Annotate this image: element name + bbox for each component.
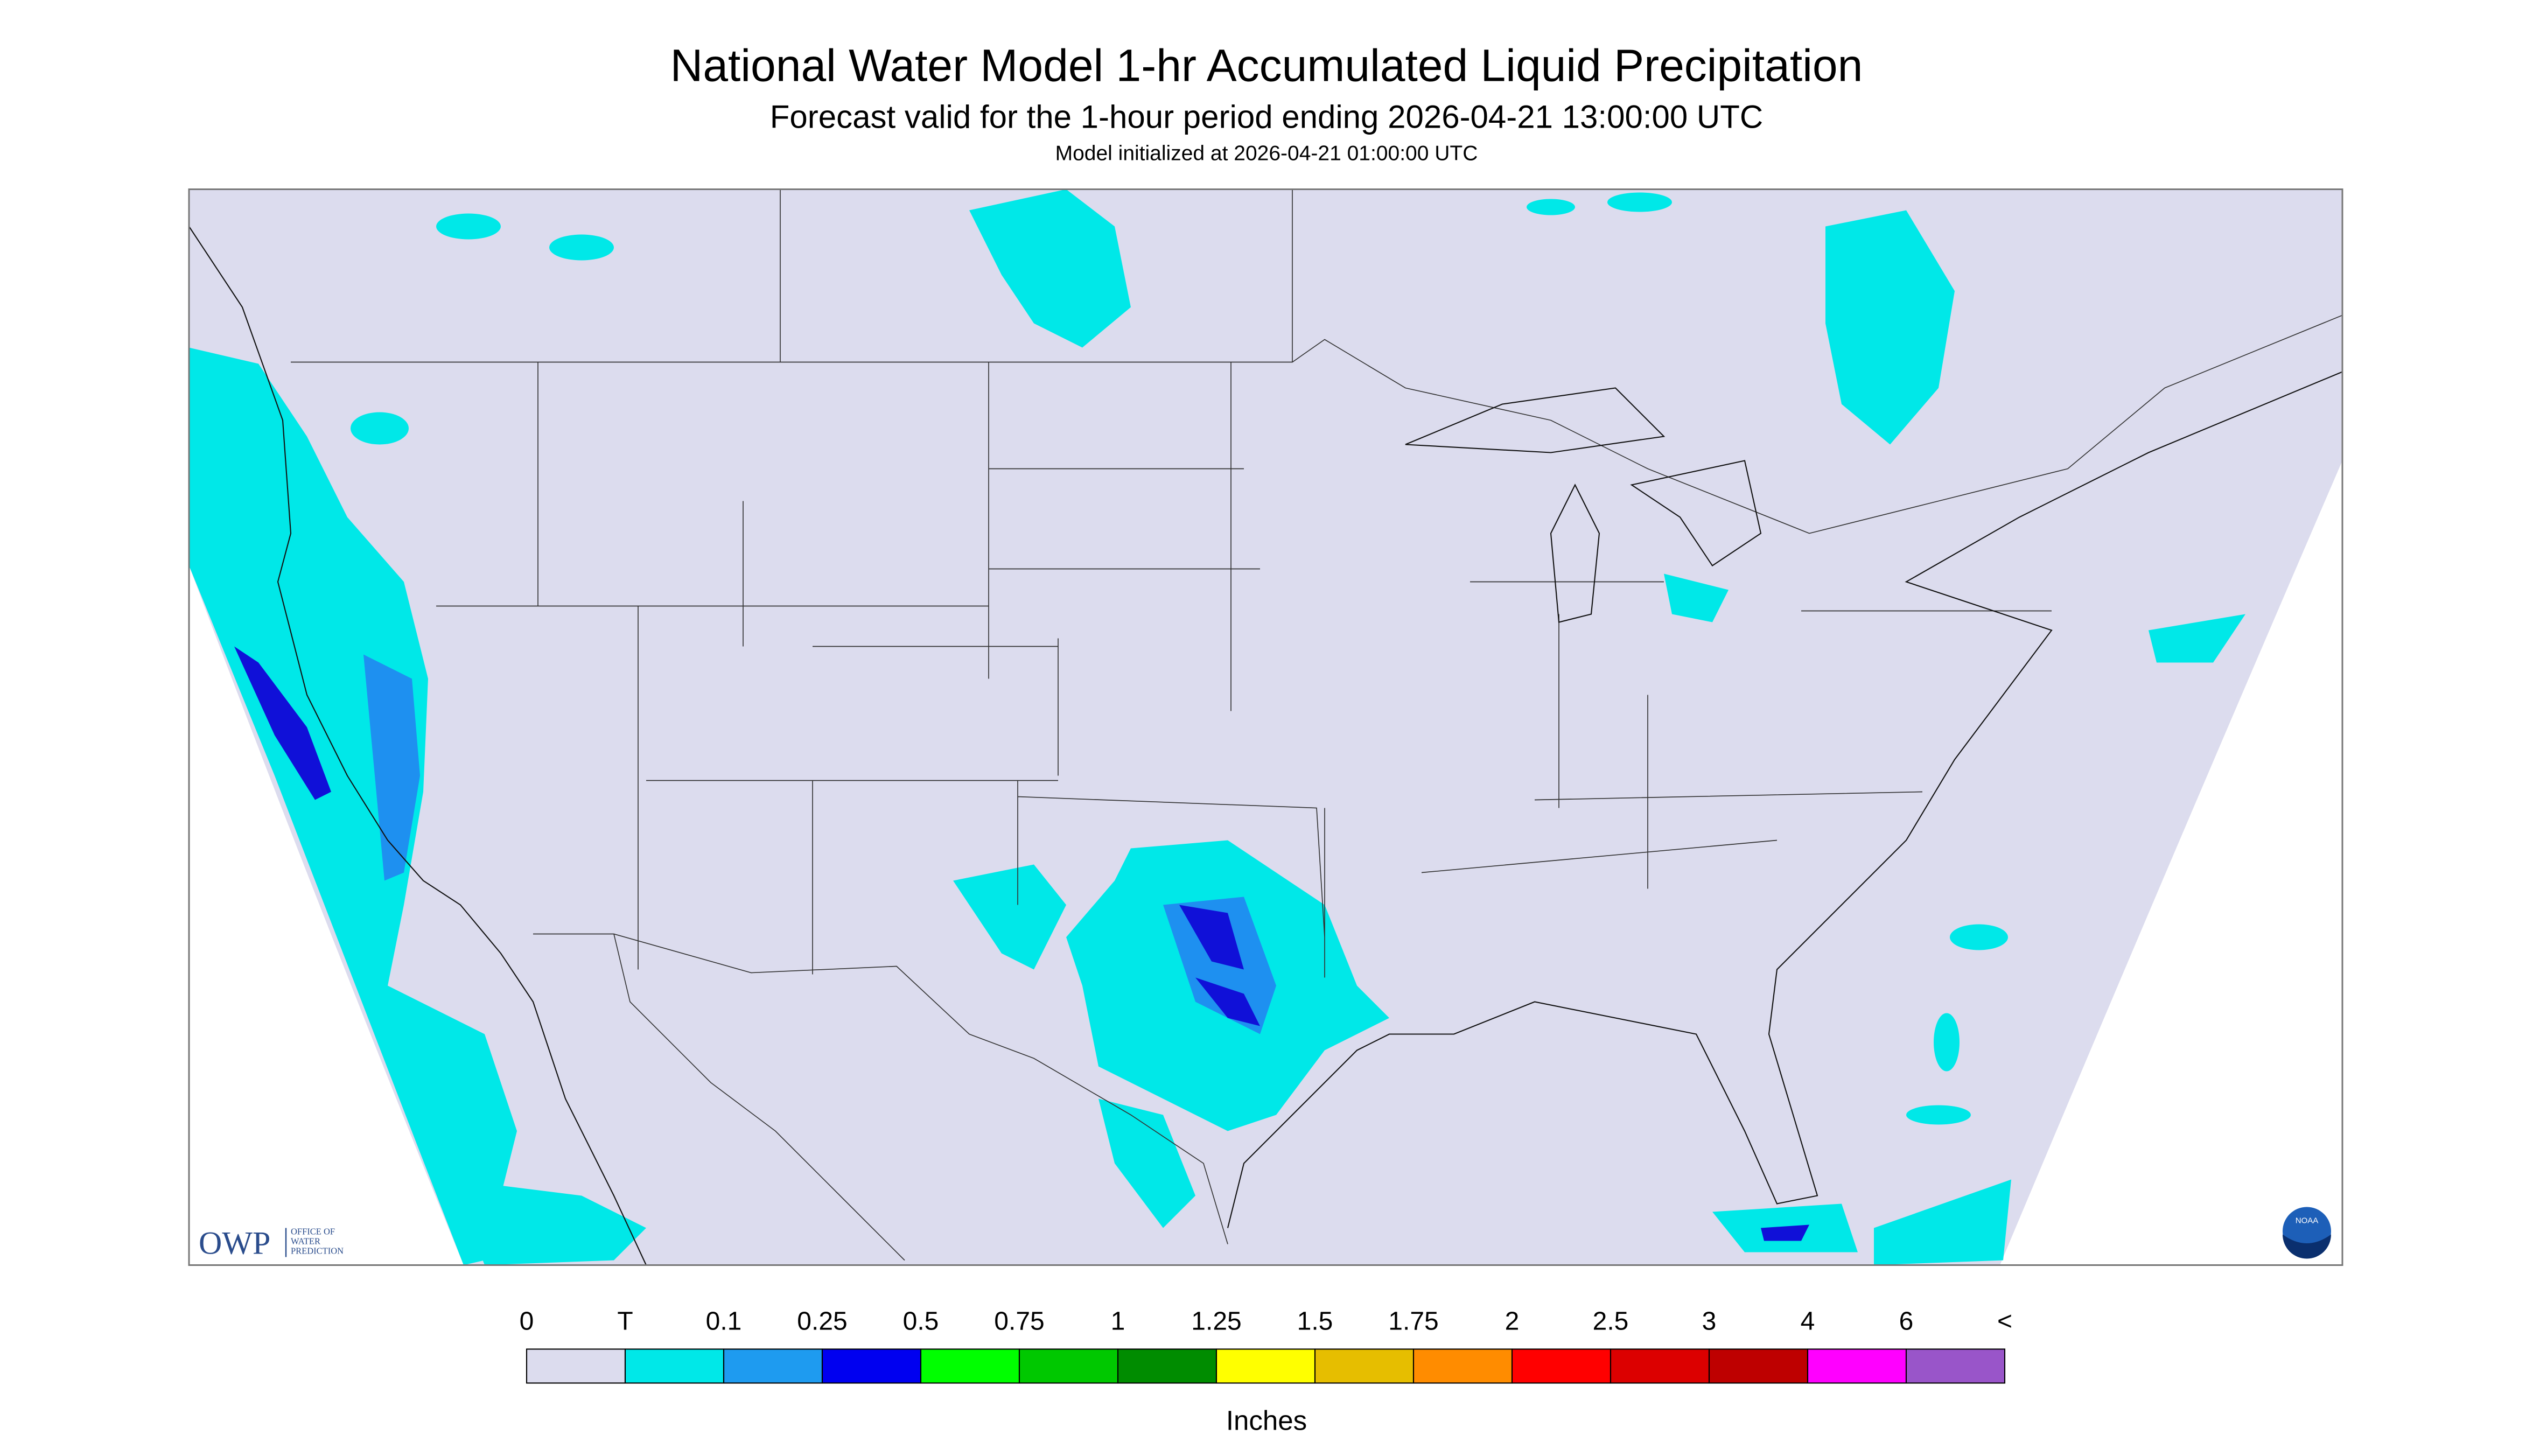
noaa-logo-text: NOAA [2296, 1216, 2319, 1226]
legend-swatch [1708, 1348, 1809, 1384]
legend-label: 3 [1702, 1307, 1717, 1336]
legend-label: 0.5 [903, 1307, 939, 1336]
legend-swatch [1610, 1348, 1710, 1384]
legend-label: 0.25 [797, 1307, 847, 1336]
legend-label: T [617, 1307, 633, 1336]
owp-caption-line: WATER [291, 1236, 320, 1247]
legend-label: 1.25 [1191, 1307, 1241, 1336]
legend-units: Inches [1226, 1405, 1307, 1436]
owp-caption-line: PREDICTION [291, 1246, 344, 1256]
legend-swatch [1412, 1348, 1513, 1384]
legend-label: 2.5 [1593, 1307, 1629, 1336]
legend-label: 6 [1899, 1307, 1914, 1336]
map-frame [188, 188, 2343, 1266]
init-time: Model initialized at 2026-04-21 01:00:00… [1055, 142, 1478, 165]
title: National Water Model 1-hr Accumulated Li… [670, 40, 1863, 91]
model-domain [189, 189, 2342, 1265]
legend-swatch [1215, 1348, 1316, 1384]
legend-swatch [920, 1348, 1020, 1384]
legend-label: 4 [1801, 1307, 1815, 1336]
legend: 0 T 0.1 0.25 0.5 0.75 1 1.25 1.5 1.75 2 2.5 3 4 6 < [520, 1307, 2012, 1384]
coastlines [188, 226, 2343, 1265]
legend-swatch [723, 1348, 823, 1384]
legend-swatch [1905, 1348, 2006, 1384]
noaa-logo-wave [2283, 1234, 2331, 1259]
legend-label: 1.75 [1388, 1307, 1438, 1336]
legend-label: 2 [1505, 1307, 1520, 1336]
legend-swatch [624, 1348, 725, 1384]
owp-caption-line: OFFICE OF [291, 1227, 335, 1237]
legend-swatch [1314, 1348, 1415, 1384]
legend-label: 1 [1111, 1307, 1125, 1336]
boundaries [291, 189, 2343, 1261]
legend-swatch [1117, 1348, 1217, 1384]
owp-logo: OWP [199, 1226, 270, 1261]
precip-areas [189, 189, 2245, 1265]
legend-swatch [821, 1348, 922, 1384]
legend-swatch [526, 1348, 626, 1384]
legend-label: 0.75 [994, 1307, 1044, 1336]
legend-label: 1.5 [1297, 1307, 1333, 1336]
legend-label: < [1997, 1307, 2012, 1336]
legend-label: 0.1 [706, 1307, 742, 1336]
legend-swatch [1018, 1348, 1119, 1384]
legend-swatch [1511, 1348, 1612, 1384]
subtitle: Forecast valid for the 1-hour period end… [770, 99, 1763, 135]
legend-label: 0 [520, 1307, 534, 1336]
legend-swatch [1807, 1348, 1907, 1384]
